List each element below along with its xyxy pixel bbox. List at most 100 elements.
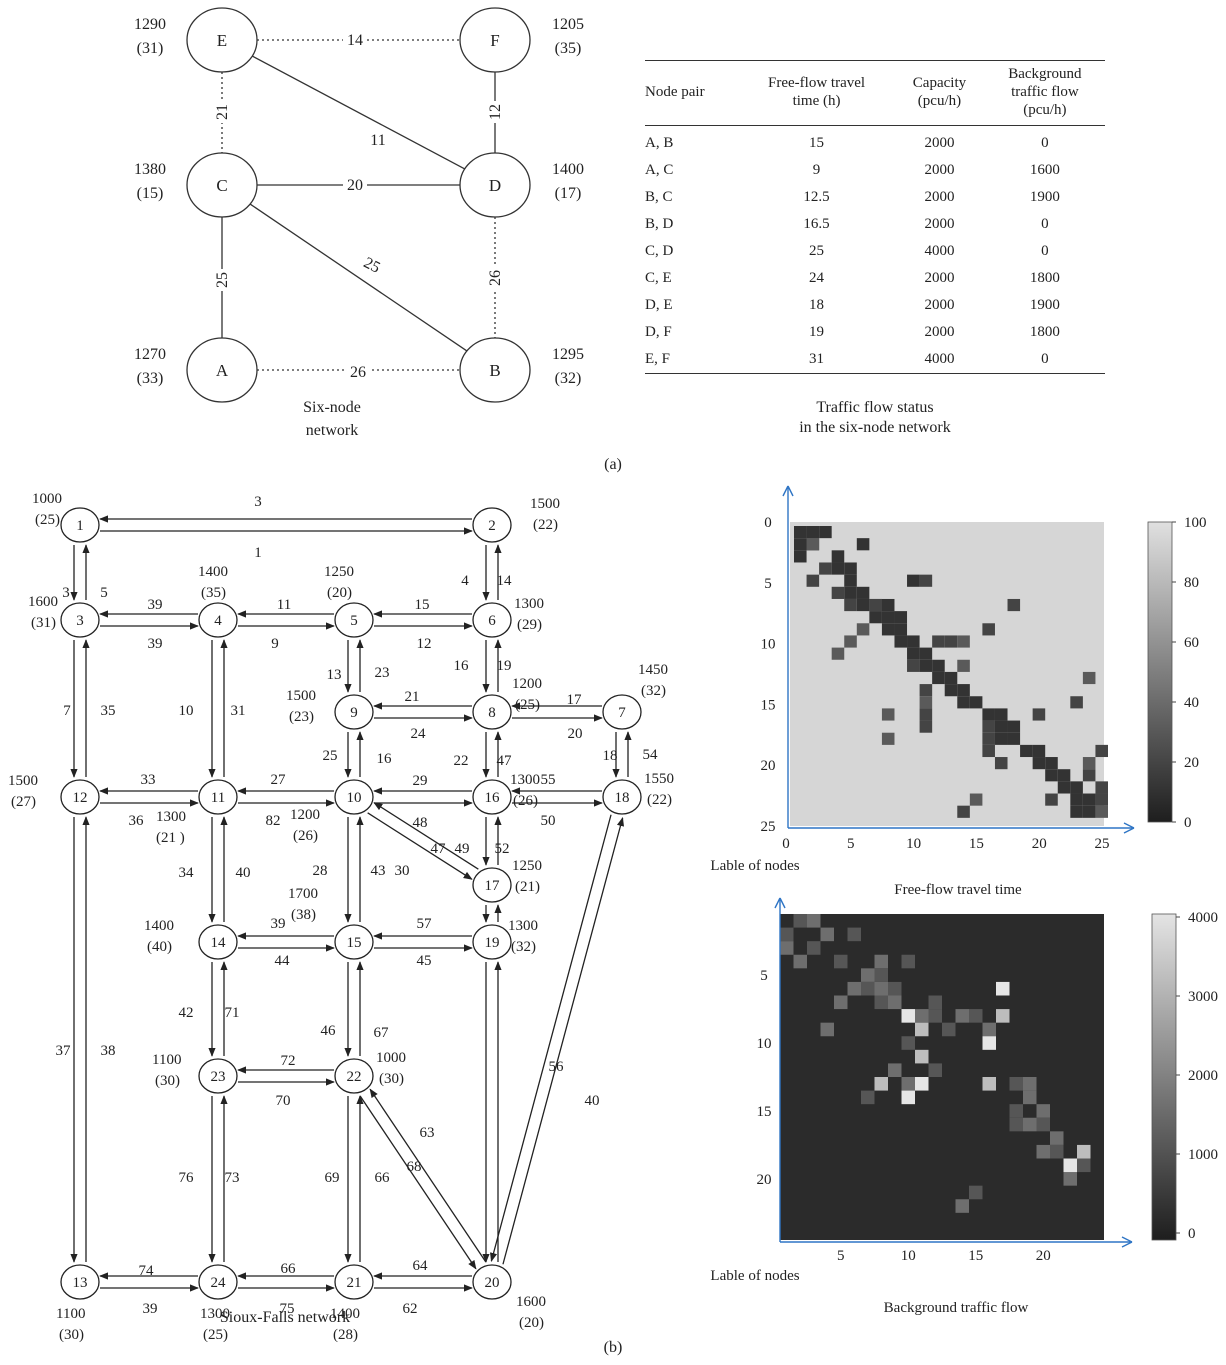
sioux-node-sub: (25) — [515, 697, 540, 713]
sioux-node-id: 11 — [211, 790, 225, 806]
sioux-link-label: 48 — [413, 815, 428, 831]
sioux-node-demand: 1300 — [200, 1306, 230, 1322]
six-node-link — [249, 203, 468, 352]
link-label-bg — [213, 101, 231, 123]
table-cell: 16.5 — [803, 216, 830, 232]
sioux-node-sub: (26) — [293, 828, 318, 844]
heatmap-cell — [847, 981, 861, 996]
colorbar-label: 0 — [1184, 815, 1192, 831]
heatmap-cell — [955, 1009, 969, 1023]
heatmap-cell — [901, 1090, 915, 1105]
sioux-link-label: 40 — [236, 865, 251, 881]
sioux-link-label: 25 — [323, 748, 338, 764]
x-tick: 5 — [847, 836, 855, 852]
sioux-link-label: 47 — [497, 753, 513, 769]
sioux-link-label: 52 — [495, 841, 510, 857]
six-node-link-label: 26 — [350, 364, 366, 381]
heatmap-cell — [847, 927, 861, 942]
x-axis-arrow — [1121, 1236, 1133, 1248]
heatmap-cell — [1095, 793, 1108, 806]
header-capacity: Capacity (pcu/h) — [912, 75, 967, 109]
table-cell: 12.5 — [803, 189, 830, 205]
sioux-node-id: 18 — [615, 790, 630, 806]
link-label-bg — [343, 31, 367, 49]
table-cell: 1800 — [1029, 324, 1060, 340]
heatmap-cell — [861, 1090, 875, 1105]
heatmap-cell — [793, 954, 807, 969]
sioux-link-label: 44 — [275, 953, 291, 969]
sioux-link-label: 33 — [141, 772, 156, 788]
heatmap-cell — [915, 1049, 929, 1064]
six-node-circle — [186, 337, 258, 403]
heatmap-cell — [957, 696, 970, 709]
table-cell: D, E — [645, 297, 673, 313]
heatmap-cell — [901, 1077, 915, 1091]
heatmap-cell — [820, 927, 834, 942]
heatmap-cell — [955, 1199, 969, 1213]
heatmap-cell — [1077, 1144, 1091, 1159]
table-cell: 9 — [812, 162, 821, 178]
heatmap-cell — [807, 941, 821, 955]
sioux-link-label: 49 — [455, 841, 470, 857]
heatmap-cell — [1050, 1131, 1064, 1145]
six-node-demand: 1270 — [134, 346, 166, 363]
colorbar — [1151, 913, 1177, 1241]
sioux-link-label: 35 — [101, 703, 116, 719]
heatmap-cell — [982, 708, 995, 721]
heatmap-xlabel: Lable of nodes — [710, 1268, 799, 1284]
six-node-caption: network — [306, 422, 358, 439]
heatmap-cell — [907, 635, 920, 648]
table-cell: 15 — [809, 135, 825, 151]
sioux-node-demand: 1300 — [514, 596, 544, 612]
sioux-link-label: 82 — [266, 813, 281, 829]
sioux-link-label: 30 — [395, 863, 410, 879]
heatmap-cell — [919, 696, 933, 709]
sioux-node-demand: 1700 — [288, 886, 318, 902]
sioux-node — [60, 602, 100, 638]
sioux-link-label: 73 — [225, 1170, 240, 1186]
heatmap-cell — [844, 574, 857, 587]
colorbar — [1147, 521, 1173, 823]
sioux-link-label: 24 — [411, 726, 427, 742]
table-cell: D, F — [645, 324, 672, 340]
heatmap-cell — [907, 659, 920, 672]
heatmap-cell — [1045, 793, 1058, 806]
sioux-node — [198, 1058, 238, 1094]
heatmap-cell — [901, 954, 915, 969]
table-row: D, E 18 2000 1900 — [645, 292, 1105, 319]
header-free-flow: Free-flow travel time (h) — [768, 75, 866, 109]
table-cell: 2000 — [924, 189, 955, 205]
sioux-node-demand: 1250 — [324, 564, 354, 580]
heatmap-cell — [888, 981, 902, 996]
table-cell: A, B — [645, 135, 674, 151]
heatmap-cell — [819, 562, 832, 575]
heatmap-cell — [894, 623, 908, 636]
header-node-pair: Node pair — [645, 84, 705, 100]
sioux-node-demand: 1100 — [152, 1052, 181, 1068]
heatmap-cell — [919, 684, 933, 697]
heatmap-cell — [901, 1009, 915, 1023]
heatmap-cell — [834, 995, 848, 1010]
table-cell: 2000 — [924, 216, 955, 232]
sioux-node-id: 23 — [211, 1069, 226, 1085]
sioux-node-sub: (38) — [291, 907, 316, 923]
sioux-node-id: 9 — [350, 705, 358, 721]
table-cell: B, C — [645, 189, 673, 205]
heatmap-cell — [1020, 744, 1033, 758]
table-cell: 0 — [1041, 243, 1049, 259]
six-node-id: B — [489, 361, 500, 380]
heatmap-cell — [856, 586, 870, 599]
sioux-node-demand: 1400 — [198, 564, 228, 580]
heatmap-cell — [1070, 696, 1083, 709]
heatmap-cell — [969, 1009, 983, 1023]
sioux-node-demand: 1600 — [28, 594, 58, 610]
table-row: D, F 19 2000 1800 — [645, 319, 1105, 346]
sioux-link-label: 4 — [461, 573, 469, 589]
sioux-link-label: 28 — [313, 863, 328, 879]
sioux-node-demand: 1250 — [512, 858, 542, 874]
heatmap-cell — [1036, 1104, 1050, 1118]
sioux-node-sub: (20) — [327, 585, 352, 601]
heatmap-cell — [907, 574, 920, 587]
heatmap-cell — [994, 720, 1008, 733]
heatmap-cell — [1023, 1090, 1037, 1105]
